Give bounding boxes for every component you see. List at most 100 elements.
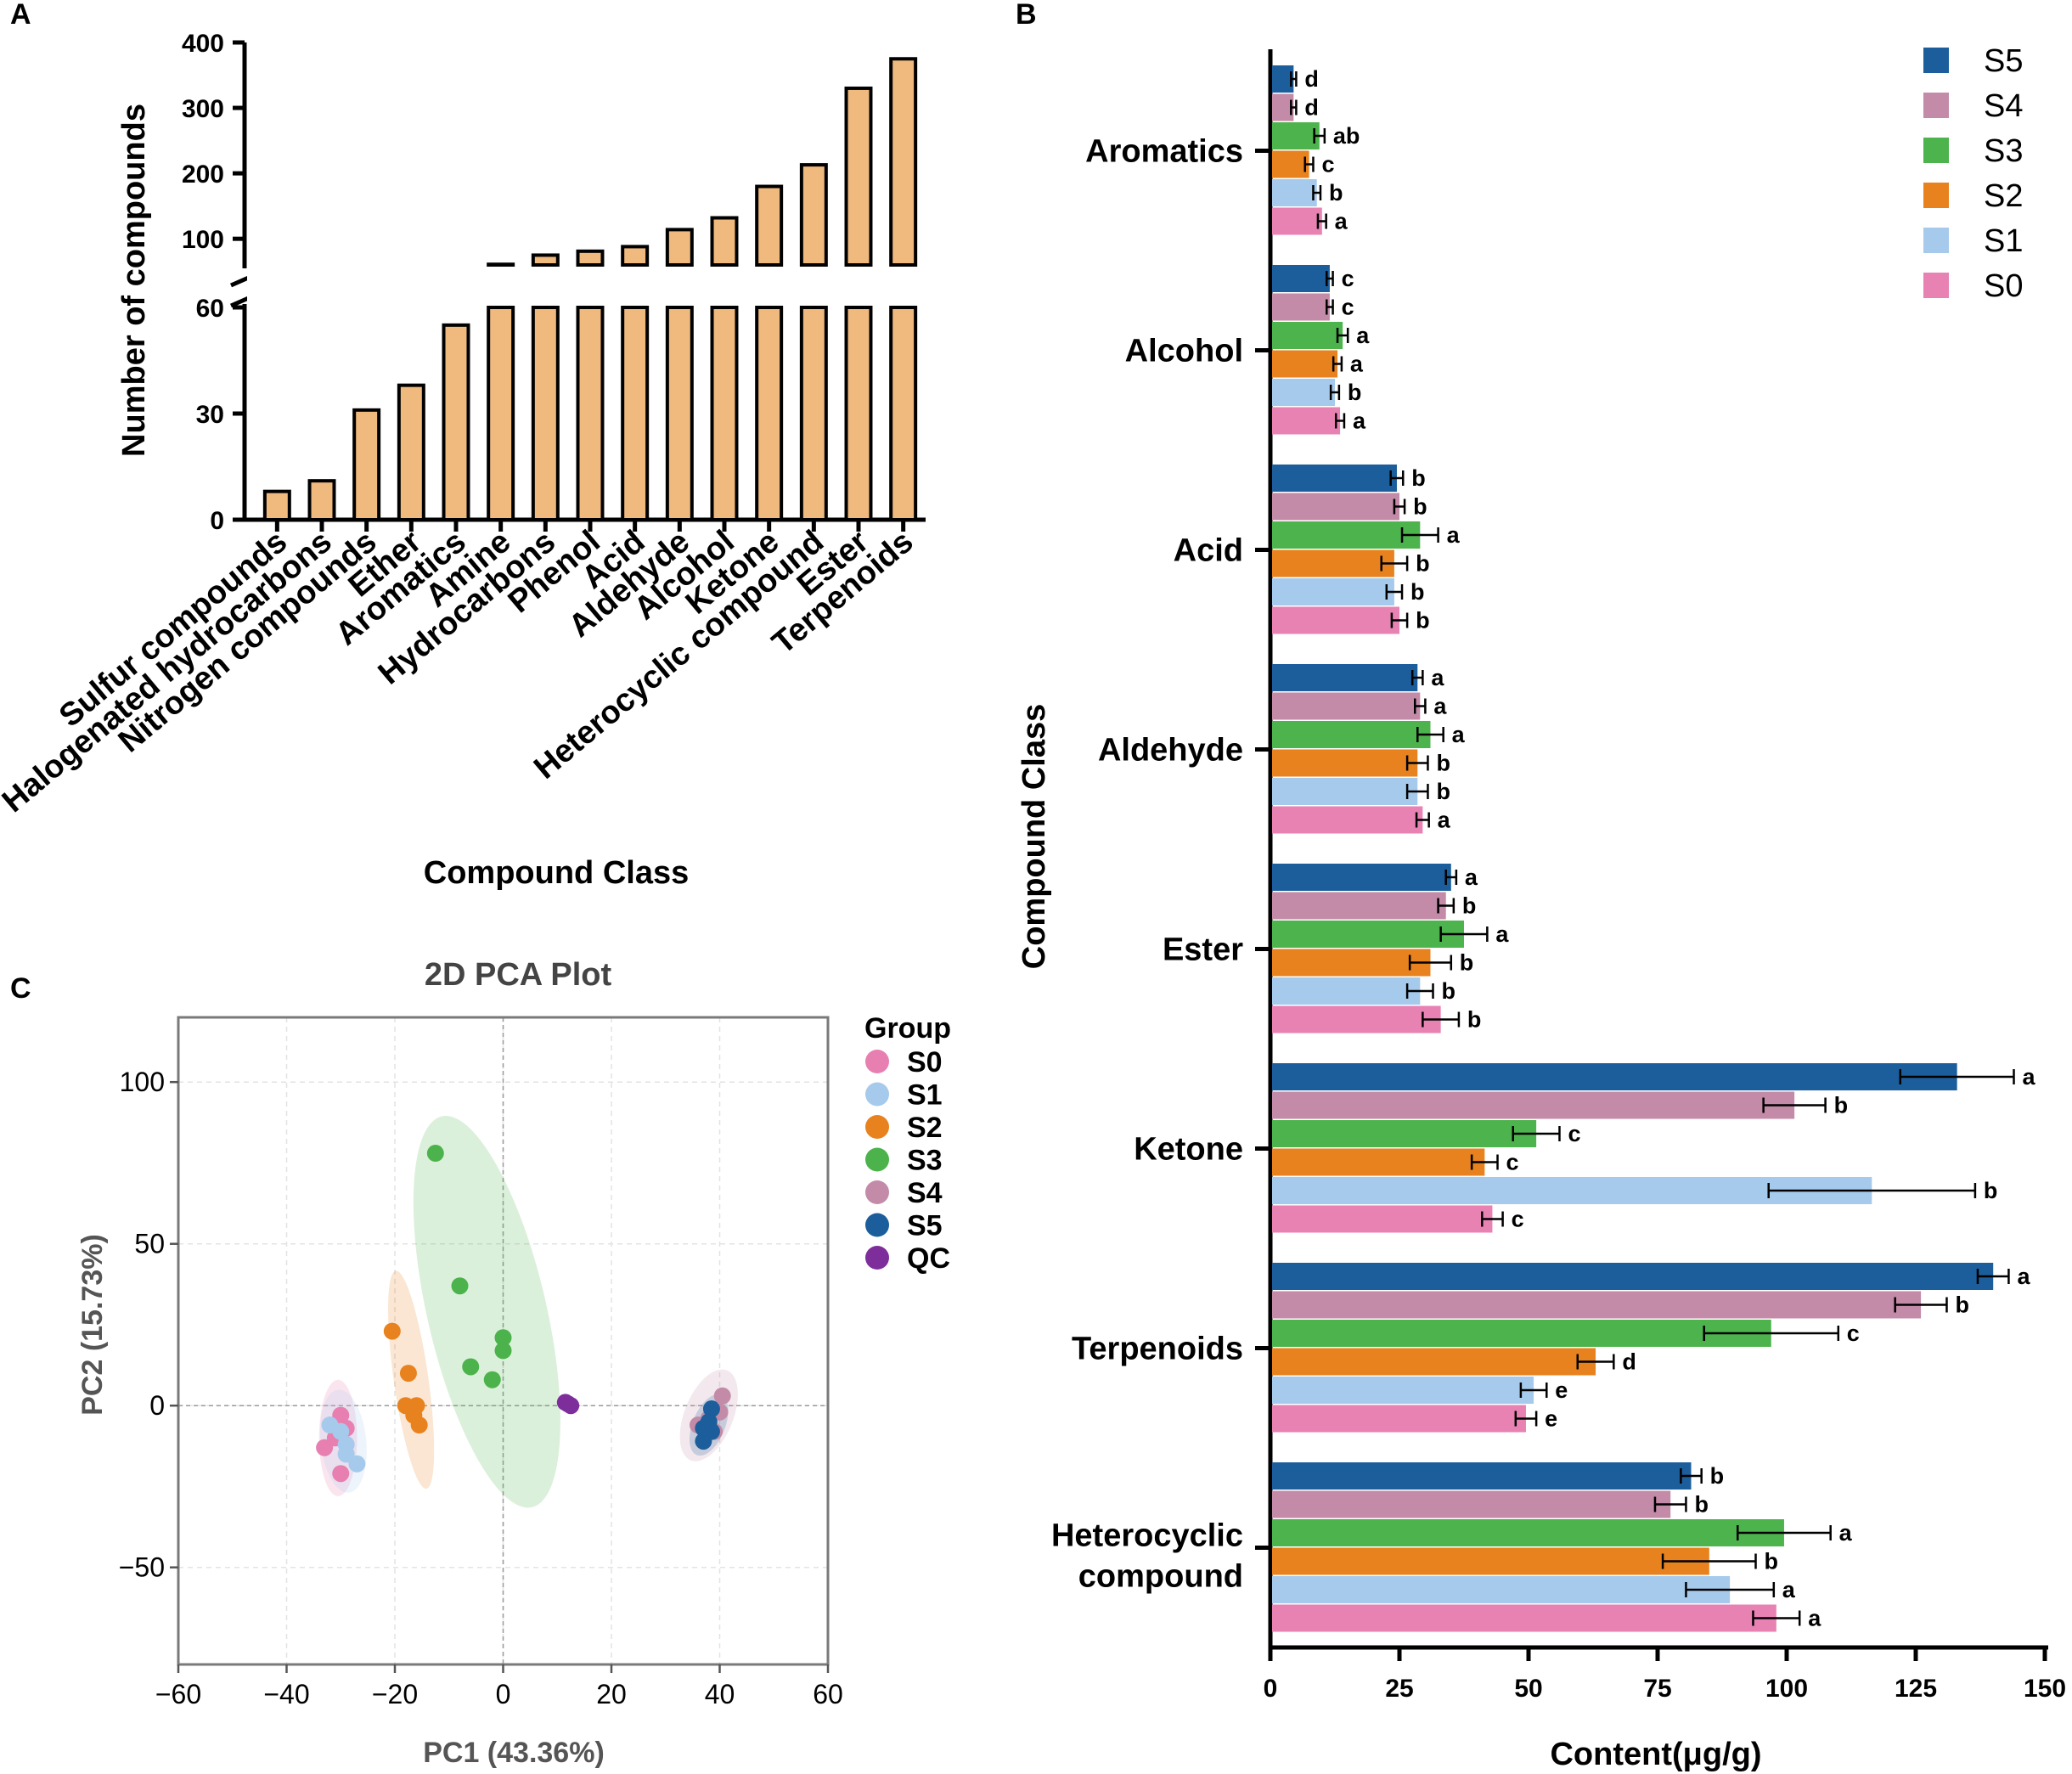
panel-a-bar-upper-part bbox=[844, 86, 873, 267]
panel-c-x-tick-label: −20 bbox=[372, 1679, 418, 1709]
panel-c-x-tick-label: 0 bbox=[496, 1679, 511, 1709]
panel-a-bar-lower-part bbox=[844, 306, 873, 521]
panel-b-significance-letter: c bbox=[1512, 1207, 1524, 1232]
panel-b-bar-s0 bbox=[1272, 1405, 1526, 1433]
panel-b-significance-letter: a bbox=[1353, 408, 1366, 434]
panel-b-significance-letter: b bbox=[1436, 779, 1450, 804]
panel-c-point-s2 bbox=[410, 1416, 428, 1434]
panel-b-significance-letter: b bbox=[1416, 608, 1430, 634]
panel-b-significance-letter: a bbox=[1452, 722, 1466, 747]
panel-b-category-label: Aldehyde bbox=[1098, 733, 1243, 769]
panel-b-bar-s5 bbox=[1272, 1063, 1957, 1090]
panel-b-bar-s1 bbox=[1272, 379, 1335, 406]
panel-b-significance-letter: c bbox=[1847, 1321, 1860, 1346]
panel-b-bar-s0 bbox=[1272, 1005, 1441, 1033]
panel-b-significance-letter: a bbox=[1839, 1520, 1853, 1546]
panel-c-x-tick-label: −40 bbox=[263, 1679, 309, 1709]
panel-b-bar-s1 bbox=[1272, 1576, 1731, 1603]
panel-b-category-label: Aromatics bbox=[1085, 134, 1243, 170]
panel-b-bar-s4 bbox=[1272, 493, 1399, 521]
panel-a-bar-lower-part bbox=[889, 306, 918, 521]
panel-c-point-s1 bbox=[348, 1455, 366, 1473]
panel-a-bar-upper-part bbox=[531, 253, 560, 267]
panel-b-legend-swatch-s4 bbox=[1923, 93, 1949, 118]
panel-b-significance-letter: a bbox=[1431, 665, 1444, 690]
panel-b-bar-s5 bbox=[1272, 1462, 1692, 1490]
panel-b-significance-letter: d bbox=[1622, 1349, 1636, 1375]
panel-b-significance-letter: b bbox=[1413, 494, 1427, 520]
panel-b-bar-s4 bbox=[1272, 692, 1421, 720]
panel-b-bar-s0 bbox=[1272, 407, 1341, 435]
panel-b-significance-letter: a bbox=[1438, 808, 1451, 833]
panel-b-significance-letter: b bbox=[1710, 1463, 1725, 1489]
panel-c-point-s4 bbox=[713, 1387, 731, 1405]
panel-a-category-label: Halogenated hydrocarbons bbox=[0, 524, 339, 819]
panel-a-y-tick-label: 100 bbox=[182, 226, 224, 254]
panel-b-significance-letter: b bbox=[1765, 1549, 1779, 1574]
panel-b-bar-s4 bbox=[1272, 1091, 1795, 1119]
panel-c-legend-label-s2: S2 bbox=[907, 1112, 943, 1144]
panel-a-x-axis-title: Compound Class bbox=[424, 855, 689, 891]
panel-b-significance-letter: c bbox=[1342, 266, 1354, 291]
panel-b-bar-s1 bbox=[1272, 1377, 1534, 1404]
panel-b-significance-letter: b bbox=[1436, 751, 1450, 776]
panel-c-confidence-ellipse-s3 bbox=[413, 1116, 560, 1508]
panel-c-y-tick-label: 50 bbox=[134, 1229, 165, 1259]
panel-label-a: A bbox=[10, 0, 31, 31]
panel-b-bar-s5 bbox=[1272, 664, 1418, 691]
panel-c-x-tick-label: 60 bbox=[813, 1679, 843, 1709]
panel-c-y-tick-label: 100 bbox=[120, 1067, 165, 1097]
panel-c-legend-marker-s3 bbox=[865, 1147, 889, 1172]
panel-b-significance-letter: c bbox=[1568, 1121, 1580, 1146]
panel-c-title: 2D PCA Plot bbox=[425, 957, 612, 993]
panel-c-legend-marker-s5 bbox=[865, 1213, 889, 1237]
panel-b-significance-letter: c bbox=[1321, 152, 1334, 177]
panel-a-bar-lower-part bbox=[755, 306, 784, 521]
panel-b-bar-s3 bbox=[1272, 322, 1343, 349]
panel-a-bar bbox=[397, 383, 425, 521]
panel-b-bar-s1 bbox=[1272, 778, 1418, 805]
panel-b-legend-label-s4: S4 bbox=[1984, 88, 2023, 124]
panel-a-bar-upper-part bbox=[799, 163, 828, 268]
panel-b-bar-s2 bbox=[1272, 1547, 1709, 1575]
panel-c-legend-label-s5: S5 bbox=[907, 1210, 943, 1242]
panel-b-significance-letter: e bbox=[1545, 1406, 1557, 1432]
panel-a-bar-lower-part bbox=[531, 306, 560, 521]
panel-b-bar-s3 bbox=[1272, 1320, 1771, 1347]
panel-b-category-label: Ester bbox=[1163, 932, 1243, 968]
panel-a-bar-upper-part bbox=[710, 216, 739, 267]
panel-a-y-tick-label: 0 bbox=[210, 507, 224, 535]
panel-b-bar-s5 bbox=[1272, 864, 1451, 891]
panel-a-bar-lower-part bbox=[665, 306, 694, 521]
panel-b-significance-letter: b bbox=[1467, 1007, 1482, 1033]
panel-b-significance-letter: b bbox=[1462, 893, 1477, 919]
panel-b-legend-label-s1: S1 bbox=[1984, 223, 2023, 259]
panel-b-legend-swatch-s2 bbox=[1923, 183, 1949, 208]
panel-b-legend-swatch-s5 bbox=[1923, 48, 1949, 73]
panel-c-point-s3 bbox=[426, 1145, 444, 1163]
panel-b-x-axis-title: Content(μg/g) bbox=[1550, 1737, 1761, 1772]
panel-a-y-tick-label: 30 bbox=[196, 401, 224, 429]
panel-c-point-s3 bbox=[494, 1342, 512, 1360]
panel-b-legend-swatch-s3 bbox=[1923, 138, 1949, 163]
panel-b-significance-letter: e bbox=[1555, 1377, 1568, 1403]
panel-c-point-s0 bbox=[332, 1406, 350, 1424]
panel-b-bar-s4 bbox=[1272, 1490, 1671, 1518]
panel-a-bar-lower-part bbox=[799, 306, 828, 521]
panel-b-bar-s2 bbox=[1272, 949, 1431, 977]
panel-b-bar-s5 bbox=[1272, 1263, 1994, 1290]
panel-b-bar-s0 bbox=[1272, 1604, 1776, 1632]
panel-c-legend-marker-s4 bbox=[865, 1180, 889, 1204]
panel-a-bar-upper-part bbox=[576, 249, 605, 268]
panel-c-legend-marker-qc bbox=[865, 1246, 889, 1270]
panel-b-legend-swatch-s1 bbox=[1923, 228, 1949, 253]
panel-b-bar-s3 bbox=[1272, 1519, 1784, 1546]
panel-c-point-s3 bbox=[483, 1371, 501, 1388]
panel-label-b: B bbox=[1016, 0, 1037, 31]
panel-a-axis-break-gap bbox=[247, 267, 928, 304]
bar-chart-content-by-class: 0 25 50 75 100 125 150AromaticsddabcbaAlcoholc… bbox=[1051, 43, 2066, 1703]
panel-b-bar-s5 bbox=[1272, 465, 1397, 492]
panel-c-y-tick-label: 0 bbox=[149, 1390, 165, 1421]
panel-b-bar-s3 bbox=[1272, 122, 1320, 149]
panel-a-bar-lower-part bbox=[621, 306, 650, 521]
